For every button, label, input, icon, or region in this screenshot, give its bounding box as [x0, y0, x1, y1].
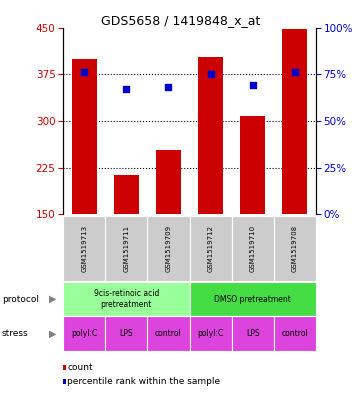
Bar [105, 216, 147, 281]
Bar [190, 316, 232, 351]
Bar [156, 150, 181, 214]
Text: polyI:C: polyI:C [71, 329, 97, 338]
Bar [190, 216, 232, 281]
Bar [63, 282, 190, 316]
Bar [147, 216, 190, 281]
Text: control: control [155, 329, 182, 338]
Point [292, 69, 298, 75]
Bar [240, 116, 265, 214]
Bar [232, 216, 274, 281]
Point [208, 71, 213, 77]
Text: 9cis-retinoic acid
pretreatment: 9cis-retinoic acid pretreatment [93, 289, 159, 309]
Bar [190, 282, 316, 316]
Point [81, 69, 87, 75]
Text: ▶: ▶ [49, 329, 56, 339]
Bar [114, 175, 139, 214]
Text: protocol: protocol [2, 295, 39, 303]
Bar [63, 216, 105, 281]
Text: count: count [67, 363, 93, 372]
Text: GSM1519712: GSM1519712 [208, 225, 214, 272]
Bar [232, 316, 274, 351]
Text: GSM1519711: GSM1519711 [123, 225, 129, 272]
Bar [198, 57, 223, 214]
Bar [282, 29, 308, 214]
Point [123, 86, 129, 92]
Text: LPS: LPS [246, 329, 260, 338]
Text: polyI:C: polyI:C [197, 329, 224, 338]
Text: percentile rank within the sample: percentile rank within the sample [67, 377, 220, 386]
Text: GSM1519708: GSM1519708 [292, 225, 298, 272]
Point [250, 82, 256, 88]
Bar [147, 316, 190, 351]
Text: GSM1519709: GSM1519709 [165, 225, 171, 272]
Text: GSM1519713: GSM1519713 [81, 225, 87, 272]
Text: GSM1519710: GSM1519710 [250, 225, 256, 272]
Text: control: control [282, 329, 308, 338]
Text: GDS5658 / 1419848_x_at: GDS5658 / 1419848_x_at [101, 14, 260, 27]
Bar [63, 316, 105, 351]
Bar [274, 216, 316, 281]
Text: stress: stress [2, 329, 29, 338]
Point [166, 84, 171, 90]
Bar [274, 316, 316, 351]
Text: DMSO pretreatment: DMSO pretreatment [214, 295, 291, 303]
Bar [105, 316, 147, 351]
Bar [71, 59, 97, 214]
Text: LPS: LPS [119, 329, 133, 338]
Text: ▶: ▶ [49, 294, 56, 304]
